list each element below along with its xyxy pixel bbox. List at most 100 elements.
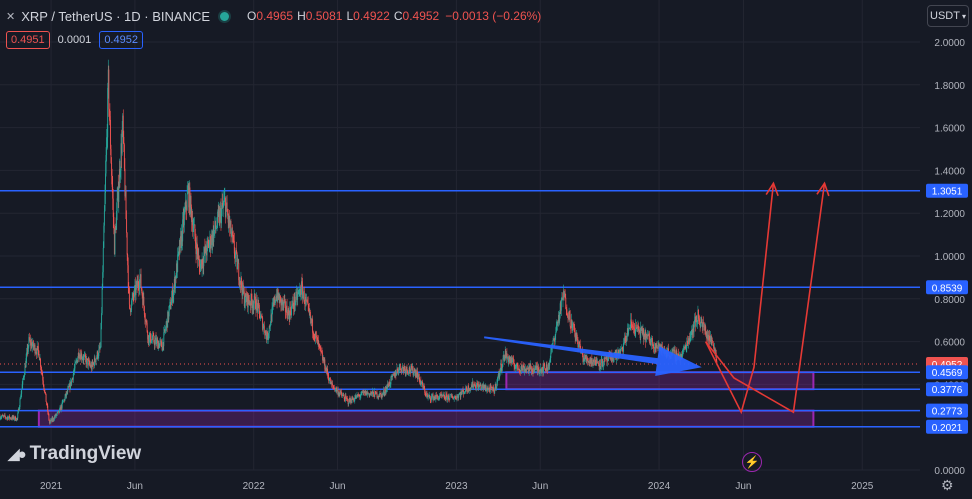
candle — [400, 364, 401, 373]
candle-body — [532, 369, 533, 372]
symbol-header: ✕ XRP / TetherUS · 1D · BINANCE O0.4965 H… — [6, 5, 541, 27]
y-tick-label: 0.8000 — [934, 295, 965, 306]
price-label: 0.2021 — [932, 423, 963, 434]
currency-selector[interactable]: USDT ▾ — [927, 5, 969, 27]
support-zone — [39, 411, 814, 427]
ohlc-item: C0.4952 — [394, 9, 439, 23]
gear-icon[interactable]: ⚙ — [941, 477, 954, 494]
currency-label: USDT — [930, 10, 960, 22]
candle-body — [108, 70, 109, 110]
y-tick-label: 1.6000 — [934, 124, 965, 135]
lightning-icon[interactable]: ⚡ — [742, 452, 762, 472]
chevron-down-icon: ▾ — [962, 12, 966, 21]
candle — [141, 269, 142, 289]
price-label: 0.3776 — [932, 385, 963, 396]
sell-price-button[interactable]: 0.4951 — [6, 31, 50, 49]
buy-price-button[interactable]: 0.4952 — [99, 31, 143, 49]
candle-body — [380, 393, 381, 394]
candle-body — [161, 341, 162, 347]
spread-value: 0.0001 — [58, 34, 92, 46]
candle-body — [96, 359, 97, 362]
candle-body — [544, 366, 545, 368]
ohlc-item: −0.0013 (−0.26%) — [445, 9, 541, 23]
y-tick-label: 1.4000 — [934, 166, 965, 177]
candle-body — [570, 314, 571, 326]
candle-body — [94, 358, 95, 362]
candle-body — [104, 211, 105, 226]
candle-body — [114, 230, 115, 254]
candle-body — [312, 319, 313, 332]
candle — [264, 321, 265, 332]
y-tick-label: 0.6000 — [934, 338, 965, 349]
x-tick-label: Jun — [532, 481, 548, 492]
candle-body — [143, 297, 144, 306]
candle-body — [127, 233, 128, 255]
ohlc-value: −0.0013 (−0.26%) — [445, 9, 541, 23]
candle-body — [59, 409, 60, 413]
candle-body — [154, 340, 155, 345]
candle-body — [506, 353, 507, 357]
ohlc-key: H — [297, 9, 306, 23]
candle-body — [110, 120, 111, 149]
symbol-title[interactable]: XRP / TetherUS · 1D · BINANCE — [21, 9, 210, 24]
candle — [640, 322, 641, 344]
candle-body — [280, 296, 281, 297]
candle-body — [264, 325, 265, 332]
candle-body — [126, 219, 127, 233]
candle-body — [129, 288, 130, 304]
candle-body — [587, 358, 588, 361]
candle-body — [237, 263, 238, 269]
tradingview-logo[interactable]: ◢● TradingView — [8, 443, 141, 465]
candle-body — [712, 340, 713, 343]
candle-body — [129, 305, 130, 309]
candle-body — [656, 345, 657, 347]
x-logo-icon: ✕ — [6, 10, 15, 23]
candle — [651, 335, 652, 349]
candle-body — [259, 305, 260, 311]
x-tick-label: Jun — [127, 481, 143, 492]
candle — [46, 394, 47, 402]
candle-body — [407, 370, 408, 373]
ohlc-item: L0.4922 — [346, 9, 389, 23]
candle — [566, 304, 567, 315]
candle-body — [102, 288, 103, 313]
candle-body — [171, 305, 172, 309]
candle — [38, 350, 39, 358]
candle-body — [75, 363, 76, 368]
ohlc-key: O — [247, 9, 256, 23]
candle-body — [45, 392, 46, 393]
x-tick-label: 2024 — [648, 481, 671, 492]
logo-text: TradingView — [30, 443, 142, 465]
trend-arrow — [484, 336, 702, 376]
candle-body — [332, 384, 333, 386]
candle-body — [348, 403, 349, 404]
ohlc-value: 0.5081 — [306, 9, 343, 23]
candle-body — [623, 343, 624, 351]
candle-body — [21, 389, 22, 393]
candle-body — [141, 274, 142, 287]
candle-body — [494, 389, 495, 394]
candle-body — [103, 248, 104, 272]
ohlc-value: 0.4965 — [256, 9, 293, 23]
x-tick-label: Jun — [330, 481, 346, 492]
candle-body — [316, 336, 317, 337]
candle-body — [400, 364, 401, 369]
candle-body — [77, 358, 78, 362]
ohlc-key: C — [394, 9, 403, 23]
candle-body — [473, 386, 474, 387]
ohlc-item: O0.4965 — [247, 9, 293, 23]
price-label: 0.2773 — [932, 407, 963, 418]
candle-body — [46, 394, 47, 402]
candle-body — [713, 344, 714, 346]
market-status-icon — [220, 12, 229, 21]
candles-group — [0, 60, 717, 425]
ohlc-values: O0.4965 H0.5081 L0.4922 C0.4952 −0.0013 (−0.… — [247, 9, 541, 23]
x-tick-label: 2022 — [243, 481, 266, 492]
y-tick-label: 1.0000 — [934, 252, 965, 263]
y-tick-label: 0.0000 — [934, 466, 965, 477]
y-tick-label: 2.0000 — [934, 38, 965, 49]
candle-body — [295, 292, 296, 302]
candle-body — [530, 365, 531, 367]
